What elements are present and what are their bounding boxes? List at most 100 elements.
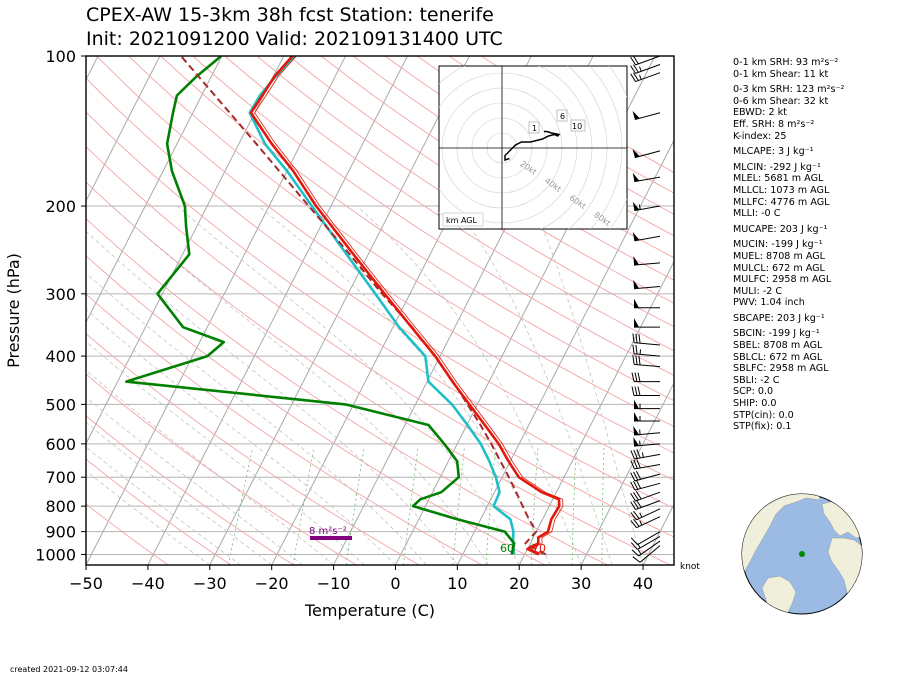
barb-full xyxy=(633,72,639,81)
y-axis-label: Pressure (hPa) xyxy=(4,253,23,368)
wind-barb xyxy=(631,372,660,383)
y-tick-label: 700 xyxy=(45,468,76,487)
barb-shaft xyxy=(634,473,661,482)
param-line: 0-1 km SRH: 93 m²s⁻² xyxy=(733,57,839,68)
mixing-ratio-line xyxy=(452,447,465,565)
dry-adiabat xyxy=(86,293,483,565)
barb-half xyxy=(638,204,641,210)
hodograph-height-box xyxy=(528,121,540,134)
mixing-ratio-line xyxy=(601,447,605,565)
wind-barb xyxy=(634,298,660,309)
moist-adiabat xyxy=(86,369,334,565)
param-line: 0-3 km SRH: 123 m²s⁻² xyxy=(733,84,845,96)
barb-full xyxy=(630,56,636,66)
wind-barb xyxy=(633,426,661,436)
barb-full xyxy=(632,333,635,343)
moist-adiabat xyxy=(533,205,644,565)
param-line: SBCIN: -199 J kg⁻¹ xyxy=(733,328,820,340)
wind-barb xyxy=(630,480,661,491)
barb-shaft xyxy=(634,112,661,121)
dry-adiabat xyxy=(160,56,674,402)
param-line: K-index: 25 xyxy=(733,130,787,142)
x-tick-label: 30 xyxy=(571,574,591,593)
barb-full xyxy=(630,512,637,521)
moist-adiabat xyxy=(86,396,303,565)
param-line: Eff. SRH: 8 m²s⁻² xyxy=(733,118,815,130)
barb-half xyxy=(639,512,643,518)
barb-full xyxy=(630,501,636,510)
barb-shaft xyxy=(634,150,661,159)
barb-flag xyxy=(632,201,640,211)
mixing-ratio-line xyxy=(228,447,254,565)
wind-barb xyxy=(630,459,661,470)
barb-full xyxy=(635,490,642,500)
wind-barb xyxy=(632,333,661,346)
dry-adiabat xyxy=(256,56,674,328)
barb-flag xyxy=(632,148,640,158)
wind-barb xyxy=(632,231,661,242)
x-tick-label: 0 xyxy=(390,574,400,593)
barb-shaft xyxy=(634,353,661,357)
dry-adiabat xyxy=(86,503,169,565)
y-tick-label: 500 xyxy=(45,395,76,414)
series-temperature xyxy=(249,56,561,556)
param-line: 0-6 km Shear: 32 kt xyxy=(733,95,829,107)
barb-full xyxy=(630,542,638,550)
param-line: EBWD: 2 kt xyxy=(733,107,787,119)
mixing-ratio-line xyxy=(403,447,419,565)
wind-barb xyxy=(630,508,661,521)
x-tick-label: −40 xyxy=(131,574,165,593)
barb-full xyxy=(633,471,639,481)
dry-adiabat xyxy=(192,56,674,376)
barb-full xyxy=(630,65,636,74)
mixing-ratio-line xyxy=(571,447,577,565)
hodograph-frame xyxy=(438,65,628,230)
wind-barb xyxy=(633,279,661,290)
hodograph-trace xyxy=(504,130,561,162)
barb-shaft xyxy=(638,540,661,557)
barb-flag xyxy=(633,279,640,289)
surface-dewpoint-label: 60 xyxy=(500,542,514,555)
barb-shaft xyxy=(635,72,661,83)
moist-adiabat xyxy=(111,205,489,565)
y-tick-label: 400 xyxy=(45,347,76,366)
barb-full xyxy=(631,549,640,557)
barb-full xyxy=(634,386,638,396)
dry-adiabat xyxy=(86,146,674,538)
param-line: MUCIN: -199 J kg⁻¹ xyxy=(733,239,823,251)
barb-flag xyxy=(634,399,639,409)
barb-full xyxy=(635,355,638,365)
isotherm-line xyxy=(580,381,674,565)
param-line: STP(cin): 0.0 xyxy=(733,409,794,421)
isotherm-line xyxy=(86,56,223,324)
param-line: SBLFC: 2958 m AGL xyxy=(733,363,829,375)
wind-barb xyxy=(632,172,661,183)
wind-barb xyxy=(630,72,661,83)
barb-flag xyxy=(632,172,640,182)
barb-shaft xyxy=(634,453,661,460)
wind-barb xyxy=(631,386,660,397)
hodograph-height-label: 6 xyxy=(560,112,565,121)
barb-flag xyxy=(634,412,639,422)
hodograph-height-box xyxy=(556,109,568,122)
barb-full xyxy=(635,344,638,355)
series-virtual-temperature xyxy=(248,56,516,555)
barb-shaft xyxy=(634,363,661,368)
moist-adiabat xyxy=(86,272,427,565)
barb-flag xyxy=(632,231,640,241)
dry-adiabat xyxy=(224,56,674,352)
isotherm-line xyxy=(86,56,285,445)
parameter-panel: 0-1 km SRH: 93 m²s⁻² 0-1 km Shear: 11 kt 0… xyxy=(733,57,844,433)
hodograph-height-label: 1 xyxy=(532,124,537,133)
barb-full xyxy=(633,56,639,65)
globe-locator-map xyxy=(741,493,863,615)
dry-adiabat xyxy=(128,56,674,428)
barb-full xyxy=(638,334,641,344)
isotherm-line xyxy=(86,56,161,203)
barb-full xyxy=(633,510,640,519)
param-line: MULI: -2 C xyxy=(733,285,783,297)
moist-adiabat xyxy=(454,205,613,565)
barb-full xyxy=(635,480,642,489)
